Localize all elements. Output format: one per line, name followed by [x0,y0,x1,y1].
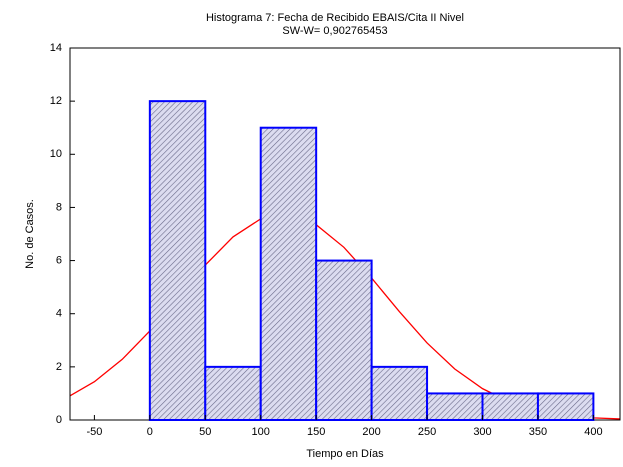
x-tick-label: 400 [584,426,602,438]
y-tick-label: 14 [50,42,62,54]
chart-title: Histograma 7: Fecha de Recibido EBAIS/Ci… [206,12,464,24]
histogram-bar [536,392,595,421]
y-tick-label: 10 [50,148,62,160]
x-tick-label: 150 [307,426,325,438]
y-tick-label: 8 [56,201,62,213]
y-tick-label: 12 [50,95,62,107]
histogram-bar [148,100,207,422]
y-tick-label: 4 [56,308,62,320]
histogram-bar [370,365,429,422]
histogram-bar [204,365,262,422]
x-tick-label: 100 [252,426,270,438]
x-tick-label: 0 [147,426,153,438]
x-axis-label: Tiempo en Días [306,448,384,460]
histogram-bar [426,392,484,421]
x-tick-label: 250 [418,426,436,438]
histogram-bar [259,126,318,421]
y-axis-label: No. de Casos. [24,199,36,269]
chart-subtitle: SW-W= 0,902765453 [282,25,387,37]
histogram-bar [481,392,539,421]
x-tick-label: 50 [199,426,211,438]
x-tick-label: 350 [529,426,547,438]
y-tick-label: 2 [56,361,62,373]
y-tick-label: 0 [56,414,62,426]
x-tick-label: 300 [473,426,491,438]
x-tick-label: -50 [86,426,102,438]
x-tick-label: 200 [362,426,380,438]
histogram-bar [315,259,373,422]
y-tick-label: 6 [56,254,62,266]
